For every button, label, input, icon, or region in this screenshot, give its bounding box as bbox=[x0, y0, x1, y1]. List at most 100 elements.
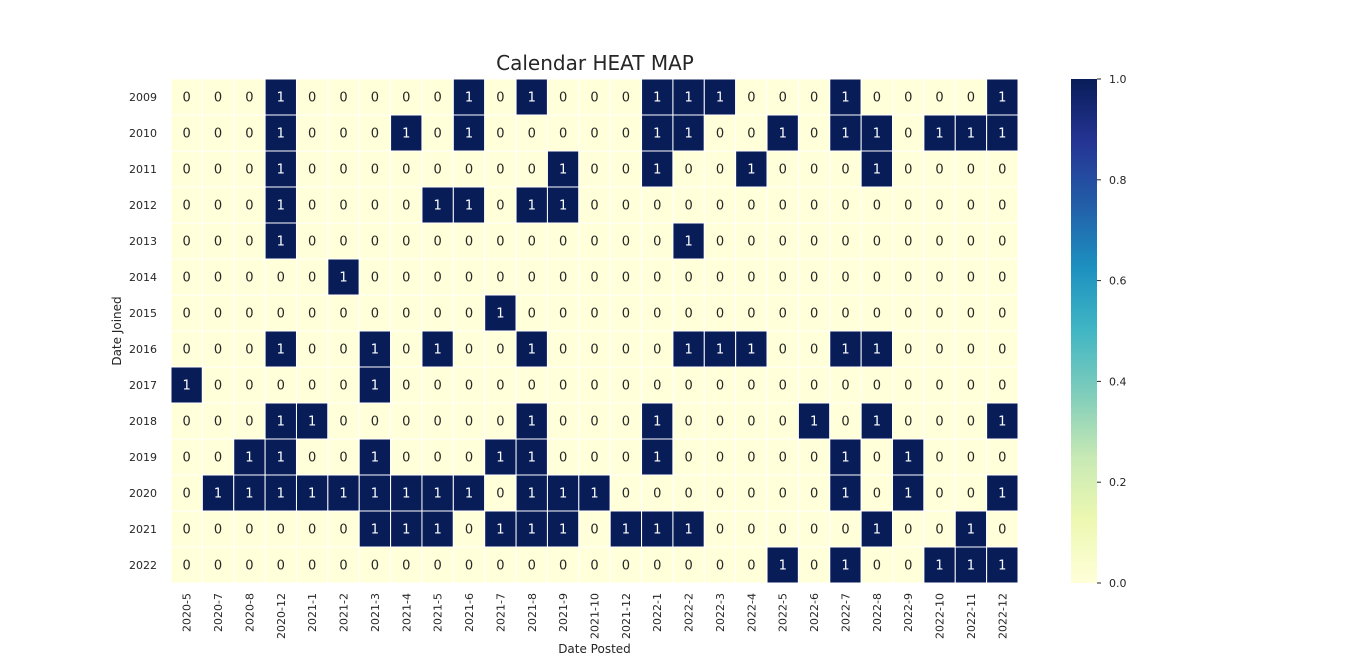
cell-value-label: 0 bbox=[590, 523, 598, 538]
cell-value-label: 0 bbox=[434, 379, 442, 394]
cell-value-label: 1 bbox=[653, 91, 661, 106]
cell-value-label: 0 bbox=[308, 163, 316, 178]
cell-value-label: 0 bbox=[935, 199, 943, 214]
cell-value-label: 0 bbox=[496, 559, 504, 574]
heatmap-cell bbox=[986, 510, 1019, 548]
cell-value-label: 0 bbox=[998, 271, 1006, 286]
cell-value-label: 0 bbox=[935, 343, 943, 358]
cell-value-label: 0 bbox=[245, 559, 253, 574]
heatmap-cell bbox=[327, 78, 360, 116]
cell-value-label: 1 bbox=[371, 523, 379, 538]
heatmap-cell bbox=[641, 78, 674, 116]
cell-value-label: 1 bbox=[339, 487, 347, 502]
y-tick-label: 2010 bbox=[129, 127, 157, 140]
y-tick-labels: 2009 2010 2011 2012 2013 2014 2015 2016 2017 2018… bbox=[129, 91, 157, 572]
heatmap-cell bbox=[358, 222, 392, 260]
cell-value-label: 0 bbox=[810, 163, 818, 178]
heatmap-cell bbox=[421, 546, 454, 584]
cell-value-label: 0 bbox=[998, 307, 1006, 322]
cell-value-label: 0 bbox=[747, 307, 755, 322]
cell-value-label: 1 bbox=[998, 91, 1006, 106]
cell-value-label: 0 bbox=[779, 451, 787, 466]
cell-value-label: 0 bbox=[496, 127, 504, 142]
cell-value-label: 0 bbox=[747, 415, 755, 430]
cell-value-label: 0 bbox=[214, 343, 222, 358]
cell-value-label: 0 bbox=[183, 235, 191, 250]
cell-value-label: 0 bbox=[434, 271, 442, 286]
cell-value-label: 0 bbox=[779, 91, 787, 106]
cell-value-label: 1 bbox=[434, 487, 442, 502]
heatmap-cell bbox=[452, 258, 486, 296]
cell-value-label: 1 bbox=[716, 343, 724, 358]
heatmap-cell bbox=[797, 114, 831, 152]
cell-value-label: 0 bbox=[434, 163, 442, 178]
cell-value-label: 0 bbox=[214, 307, 222, 322]
cell-value-label: 0 bbox=[183, 559, 191, 574]
heatmap-cell bbox=[797, 258, 831, 296]
cell-value-label: 0 bbox=[308, 379, 316, 394]
heatmap-cell bbox=[421, 114, 454, 152]
heatmap-cell bbox=[735, 150, 768, 188]
cell-value-label: 0 bbox=[622, 451, 630, 466]
cell-value-label: 1 bbox=[779, 559, 787, 574]
x-axis-label: Date Posted bbox=[558, 642, 631, 655]
heatmap-cell bbox=[201, 330, 235, 368]
heatmap-cell bbox=[609, 402, 643, 440]
cell-value-label: 0 bbox=[496, 487, 504, 502]
heatmap-cell bbox=[797, 78, 831, 116]
heatmap-cell bbox=[233, 186, 266, 224]
cell-value-label: 0 bbox=[402, 199, 410, 214]
cell-value-label: 0 bbox=[590, 559, 598, 574]
cell-value-label: 0 bbox=[747, 559, 755, 574]
x-tick-label: 2021-5 bbox=[432, 593, 445, 632]
cell-value-label: 0 bbox=[622, 271, 630, 286]
cell-value-label: 0 bbox=[277, 379, 285, 394]
heatmap-cell bbox=[295, 366, 329, 404]
heatmap-cell bbox=[923, 474, 956, 512]
cell-value-label: 0 bbox=[245, 343, 253, 358]
heatmap-cell bbox=[327, 186, 360, 224]
cell-value-label: 0 bbox=[559, 127, 567, 142]
cell-value-label: 0 bbox=[339, 523, 347, 538]
cell-value-label: 0 bbox=[245, 307, 253, 322]
cell-value-label: 0 bbox=[339, 343, 347, 358]
cell-value-label: 1 bbox=[747, 163, 755, 178]
cell-value-label: 1 bbox=[559, 163, 567, 178]
heatmap-cell bbox=[201, 510, 235, 548]
cell-value-label: 0 bbox=[465, 307, 473, 322]
heatmap-cell bbox=[578, 150, 611, 188]
heatmap-cell bbox=[860, 546, 894, 584]
heatmap-cell bbox=[703, 474, 737, 512]
heatmap-cell bbox=[421, 402, 454, 440]
cell-value-label: 1 bbox=[684, 523, 692, 538]
x-tick-label: 2021-7 bbox=[494, 593, 507, 632]
y-tick-label: 2014 bbox=[129, 271, 157, 284]
colorbar-ticks: 0.0 0.2 0.4 0.6 0.8 1.0 bbox=[1097, 73, 1127, 590]
heatmap-cell bbox=[421, 510, 454, 548]
cell-value-label: 0 bbox=[904, 199, 912, 214]
heatmap-cell bbox=[641, 258, 674, 296]
cell-value-label: 0 bbox=[339, 559, 347, 574]
heatmap-cell bbox=[327, 546, 360, 584]
cell-value-label: 0 bbox=[590, 451, 598, 466]
cell-value-label: 0 bbox=[277, 271, 285, 286]
heatmap-cell bbox=[578, 438, 611, 476]
heatmap-cell bbox=[986, 438, 1019, 476]
x-tick-labels: 2020-5 2020-7 2020-8 2020-12 2021-1 2021-2 202… bbox=[181, 593, 1010, 639]
cell-value-label: 0 bbox=[716, 163, 724, 178]
x-tick-label: 2021-3 bbox=[369, 593, 382, 632]
cell-value-label: 0 bbox=[559, 451, 567, 466]
cell-value-label: 1 bbox=[277, 91, 285, 106]
heatmap-cell bbox=[735, 222, 768, 260]
cell-value-label: 1 bbox=[653, 451, 661, 466]
x-tick-label: 2021-9 bbox=[557, 593, 570, 632]
x-tick-label: 2021-6 bbox=[463, 593, 476, 632]
cell-value-label: 0 bbox=[998, 523, 1006, 538]
cell-value-label: 1 bbox=[528, 451, 536, 466]
heatmap-cell bbox=[986, 546, 1019, 584]
heatmap-cell bbox=[327, 474, 360, 512]
cell-value-label: 1 bbox=[434, 523, 442, 538]
heatmap-cell bbox=[295, 474, 329, 512]
x-tick-label: 2022-3 bbox=[714, 593, 727, 632]
